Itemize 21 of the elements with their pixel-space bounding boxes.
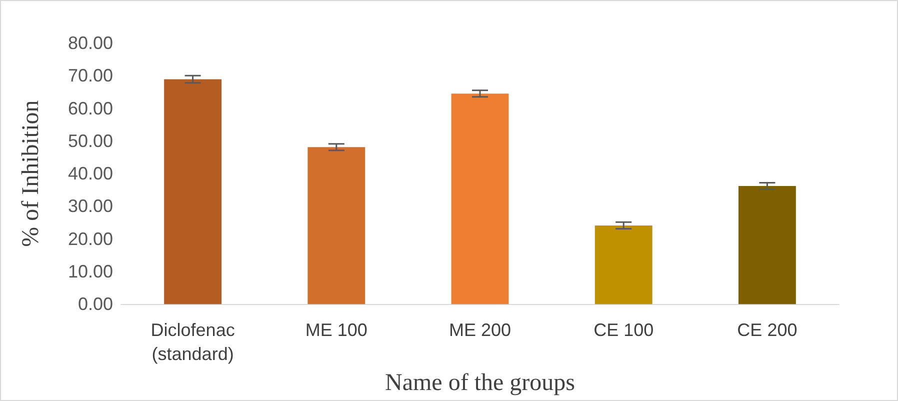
x-tick-label: ME 200 bbox=[448, 320, 512, 340]
bar bbox=[308, 147, 366, 304]
y-tick-label: 80.00 bbox=[68, 33, 113, 53]
x-tick-label: CE 200 bbox=[737, 320, 798, 340]
y-tick-label: 60.00 bbox=[68, 98, 113, 118]
x-tick-label: Diclofenac (standard) bbox=[150, 320, 235, 364]
y-tick-label: 0.00 bbox=[78, 294, 113, 314]
x-tick-label: ME 100 bbox=[305, 320, 368, 340]
bar bbox=[451, 94, 509, 304]
y-tick-label: 30.00 bbox=[68, 196, 113, 216]
bar bbox=[594, 225, 652, 304]
y-tick-label: 70.00 bbox=[68, 66, 113, 86]
y-tick-label: 20.00 bbox=[68, 228, 113, 249]
y-tick-label: 40.00 bbox=[68, 164, 113, 184]
bar bbox=[738, 186, 796, 304]
y-axis-title: % of Inhibition bbox=[18, 100, 44, 247]
y-tick-label: 50.00 bbox=[68, 130, 113, 151]
y-tick-label: 10.00 bbox=[68, 261, 113, 282]
bar bbox=[164, 79, 222, 304]
x-tick-label: CE 100 bbox=[594, 320, 654, 340]
x-axis-title: Name of the groups bbox=[385, 370, 575, 396]
